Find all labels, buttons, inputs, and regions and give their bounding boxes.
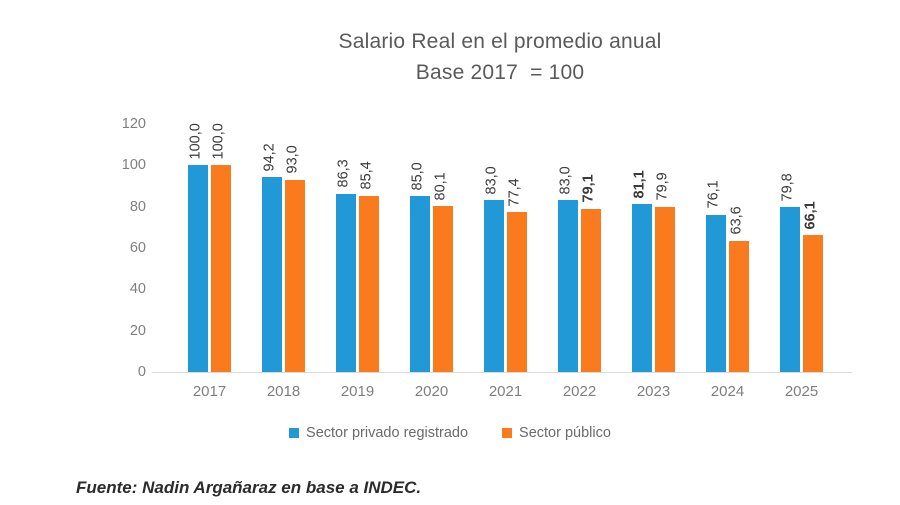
x-axis-tick: 2021 bbox=[488, 383, 523, 400]
bar[interactable]: 80,1 bbox=[433, 172, 453, 372]
x-axis-tick: 2024 bbox=[710, 383, 745, 400]
y-axis: 120 100 80 60 40 20 0 bbox=[100, 117, 146, 379]
legend-label: Sector público bbox=[519, 425, 611, 441]
x-axis-tick: 2019 bbox=[340, 383, 375, 400]
legend-label: Sector privado registrado bbox=[306, 425, 469, 441]
source-note: Fuente: Nadin Argañaraz en base a INDEC. bbox=[76, 478, 422, 497]
bar-value-label: 79,8 bbox=[779, 172, 796, 202]
bar-value-label: 100,0 bbox=[210, 123, 227, 160]
y-axis-tick: 80 bbox=[129, 198, 146, 215]
x-axis-tick: 2025 bbox=[784, 383, 819, 400]
bar-value-label: 93,0 bbox=[284, 145, 301, 174]
x-axis-tick: 2023 bbox=[636, 383, 671, 400]
bar[interactable]: 63,6 bbox=[729, 206, 749, 372]
bar[interactable]: 93,0 bbox=[285, 146, 305, 372]
bar[interactable]: 81,1 bbox=[632, 170, 652, 372]
bar-value-label: 100,0 bbox=[187, 123, 204, 160]
legend-entry[interactable]: Sector público bbox=[502, 425, 611, 441]
y-axis-tick: 60 bbox=[129, 239, 146, 256]
y-axis-tick: 40 bbox=[129, 281, 146, 298]
bar[interactable]: 79,1 bbox=[581, 174, 601, 372]
bar-value-label: 85,0 bbox=[409, 162, 426, 191]
x-axis-tick: 2022 bbox=[562, 383, 597, 400]
x-axis-baseline bbox=[152, 372, 852, 373]
bar-value-label: 76,1 bbox=[705, 180, 722, 209]
bar[interactable]: 94,2 bbox=[262, 143, 282, 372]
plot-area: 100,0 100,0 94,2 93,0 86,3 85,4 85,0 80,1 83,0 77… bbox=[152, 123, 852, 373]
bar-value-label: 86,3 bbox=[335, 159, 352, 188]
bar[interactable]: 83,0 bbox=[558, 166, 578, 372]
bar[interactable]: 83,0 bbox=[484, 166, 504, 372]
bar-value-label: 83,0 bbox=[483, 166, 500, 195]
bar[interactable]: 79,9 bbox=[655, 173, 675, 372]
bar-value-label: 94,2 bbox=[261, 143, 278, 172]
bar[interactable]: 66,1 bbox=[803, 201, 823, 372]
y-axis-tick: 0 bbox=[137, 363, 146, 380]
bar-value-label: 77,4 bbox=[506, 177, 523, 207]
chart-title: Salario Real en el promedio anual Base 2… bbox=[150, 26, 850, 88]
legend-entry[interactable]: Sector privado registrado bbox=[289, 425, 468, 441]
y-axis-tick: 100 bbox=[121, 157, 146, 174]
legend-swatch-icon bbox=[289, 428, 300, 438]
bar[interactable]: 85,4 bbox=[359, 161, 379, 372]
y-axis-tick: 120 bbox=[121, 115, 146, 132]
bar-value-label: 63,6 bbox=[728, 206, 745, 235]
bar-value-label: 80,1 bbox=[432, 172, 449, 201]
x-axis-tick: 2020 bbox=[414, 383, 449, 400]
x-axis-tick: 2017 bbox=[192, 383, 227, 400]
bar-value-label: 85,4 bbox=[358, 161, 375, 190]
bar-value-label: 79,1 bbox=[580, 174, 597, 203]
chart-title-subtitle: Base 2017 = 100 bbox=[415, 61, 585, 84]
bar[interactable]: 85,0 bbox=[410, 162, 430, 372]
bar-value-label: 83,0 bbox=[557, 166, 574, 195]
bar[interactable]: 79,8 bbox=[780, 173, 800, 372]
bar[interactable]: 100,0 bbox=[211, 123, 231, 372]
bar-value-label: 81,1 bbox=[631, 170, 648, 199]
bar[interactable]: 76,1 bbox=[706, 181, 726, 372]
x-axis: 2017 2018 2019 2020 2021 2022 2023 2024 2025 bbox=[152, 382, 852, 404]
legend-swatch-icon bbox=[502, 428, 513, 438]
chart-legend: Sector privado registrado Sector público bbox=[0, 425, 900, 441]
bar[interactable]: 77,4 bbox=[507, 178, 527, 372]
bar-value-label: 66,1 bbox=[802, 201, 819, 230]
y-axis-tick: 20 bbox=[129, 322, 146, 339]
chart-title-main: Salario Real en el promedio anual bbox=[338, 30, 662, 53]
bar[interactable]: 100,0 bbox=[188, 123, 208, 372]
bar[interactable]: 86,3 bbox=[336, 159, 356, 372]
x-axis-tick: 2018 bbox=[266, 383, 301, 400]
bar-value-label: 79,9 bbox=[654, 172, 671, 201]
